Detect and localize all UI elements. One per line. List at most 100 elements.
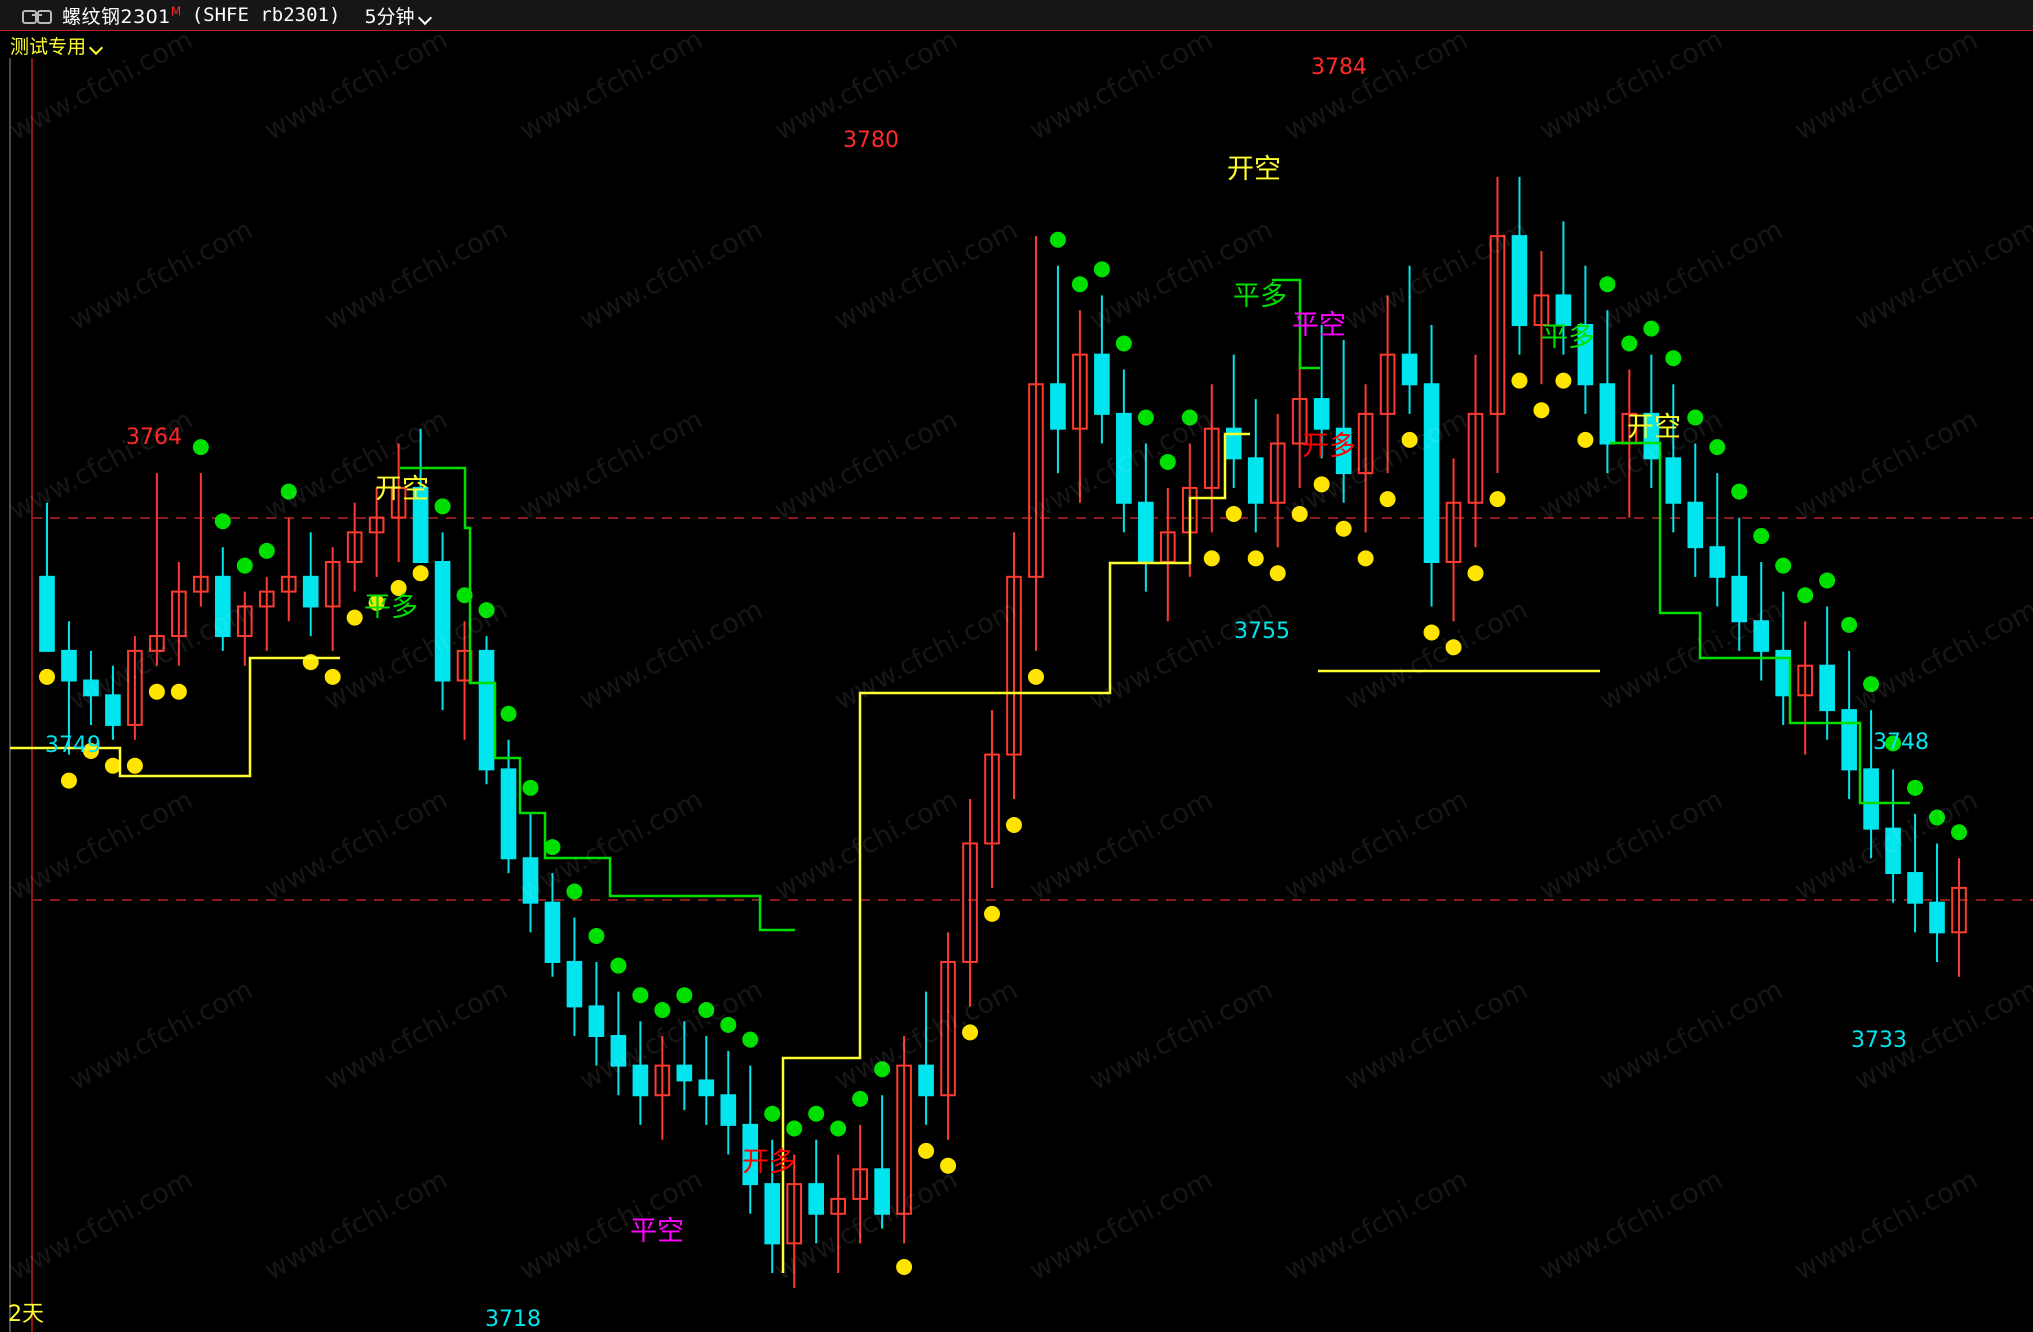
candle-body	[1665, 457, 1682, 504]
green-step-right	[1610, 441, 1910, 805]
candle-body	[83, 679, 99, 697]
candle-body	[896, 1064, 912, 1215]
sar-dot-short	[1093, 261, 1110, 278]
candle-body	[918, 1064, 934, 1097]
price-low-label: 3718	[485, 1307, 541, 1332]
candle-body	[1731, 575, 1748, 623]
candle-body	[742, 1123, 759, 1186]
sar-dot-short	[1599, 276, 1616, 293]
candle-body	[1709, 546, 1726, 578]
chevron-down-icon[interactable]	[90, 41, 104, 55]
candle-body	[1555, 294, 1572, 326]
candle-body	[544, 901, 561, 963]
sar-dot-long	[1247, 550, 1264, 567]
candle-body	[434, 561, 451, 682]
candle-body	[1006, 575, 1022, 756]
sar-dot-short	[1885, 735, 1902, 752]
sar-dot-short	[588, 927, 605, 944]
sar-dot-long	[148, 683, 165, 700]
chart-canvas[interactable]	[0, 58, 2033, 1332]
signal-label-close-long: 平多	[1541, 322, 1595, 353]
sar-dot-short	[478, 602, 495, 619]
sar-dot-short	[654, 1002, 671, 1018]
candle-body	[214, 575, 231, 638]
signal-label-open-short: 开空	[1227, 154, 1281, 185]
signal-label-open-long: 开多	[1302, 431, 1356, 462]
candle-body	[874, 1168, 890, 1215]
candle-body	[1489, 235, 1506, 415]
trailing-stop-lines	[10, 278, 1910, 1273]
candle-body	[698, 1079, 715, 1097]
sar-dot-short	[1907, 779, 1924, 796]
candle-body	[1445, 501, 1462, 563]
sar-dot-short	[852, 1090, 869, 1107]
sar-dot-long	[346, 609, 363, 626]
sar-dot-long	[104, 757, 121, 774]
candle-body	[368, 516, 385, 534]
candle-body	[1687, 501, 1704, 549]
candle-body	[632, 1064, 649, 1097]
sar-dot-short	[1159, 453, 1176, 470]
sar-dot-short	[1841, 616, 1858, 633]
candle-body	[1863, 768, 1879, 830]
sar-dot-long	[324, 668, 341, 685]
sar-dot-long	[1577, 431, 1594, 448]
candle-body	[1951, 886, 1967, 934]
candle-body	[852, 1168, 868, 1200]
candle-body	[1511, 235, 1528, 326]
link-icon[interactable]	[22, 8, 52, 24]
sar-dot-long	[1445, 639, 1462, 656]
sar-dot-long	[1357, 550, 1374, 567]
indicator-selector[interactable]: 测试专用	[10, 32, 104, 59]
candle-body	[193, 575, 209, 593]
instrument-name: 螺纹钢2301	[62, 5, 171, 28]
sar-dot-long	[1335, 520, 1352, 537]
sar-dot-short	[1181, 409, 1198, 426]
sar-dot-short	[522, 779, 539, 796]
sar-dot-short	[192, 439, 209, 456]
sar-dot-series	[38, 231, 1968, 1275]
title-bar: 螺纹钢2301M (SHFE rb2301) 5分钟	[0, 0, 2033, 30]
candle-body	[1643, 412, 1660, 460]
sar-dot-long	[896, 1259, 913, 1275]
candle-body	[280, 575, 297, 593]
sar-dot-long	[1225, 505, 1242, 522]
candle-body	[676, 1064, 693, 1082]
candle-body	[39, 575, 55, 652]
sar-dot-long	[1467, 565, 1484, 582]
candle-body	[1929, 901, 1945, 934]
candle-body	[522, 857, 539, 904]
sar-dot-short	[214, 513, 231, 530]
sar-dot-short	[280, 483, 297, 500]
sar-dot-short	[1137, 409, 1154, 426]
candle-body	[390, 486, 407, 519]
chevron-down-icon[interactable]	[419, 11, 433, 25]
candle-body	[786, 1183, 803, 1245]
candle-body	[258, 590, 275, 608]
instrument-code: (SHFE rb2301)	[191, 4, 341, 26]
sar-dot-short	[236, 557, 253, 574]
sar-dot-long	[368, 594, 385, 611]
yellow-step-left	[10, 656, 340, 778]
candle-body	[1225, 427, 1242, 460]
sar-dot-long	[1511, 372, 1528, 389]
instrument-title: 螺纹钢2301M	[62, 2, 182, 29]
sar-dot-long	[918, 1142, 935, 1159]
sar-dot-long	[1555, 372, 1572, 389]
signal-label-open-short: 开空	[1627, 412, 1681, 443]
candle-body	[1094, 353, 1110, 415]
price-low-label: 3749	[45, 733, 101, 758]
candle-body	[478, 649, 495, 771]
candle-series	[39, 176, 1967, 1288]
sar-dot-short	[1071, 276, 1088, 293]
candle-body	[1357, 412, 1374, 475]
candle-body	[1291, 398, 1308, 445]
candle-body	[1599, 383, 1616, 445]
candle-body	[720, 1094, 737, 1126]
candle-body	[149, 635, 165, 652]
candle-body	[1819, 664, 1835, 712]
sar-dot-short	[456, 587, 473, 604]
period-selector[interactable]: 5分钟	[364, 2, 432, 29]
sar-dot-long	[60, 772, 77, 789]
candle-body	[940, 960, 956, 1097]
